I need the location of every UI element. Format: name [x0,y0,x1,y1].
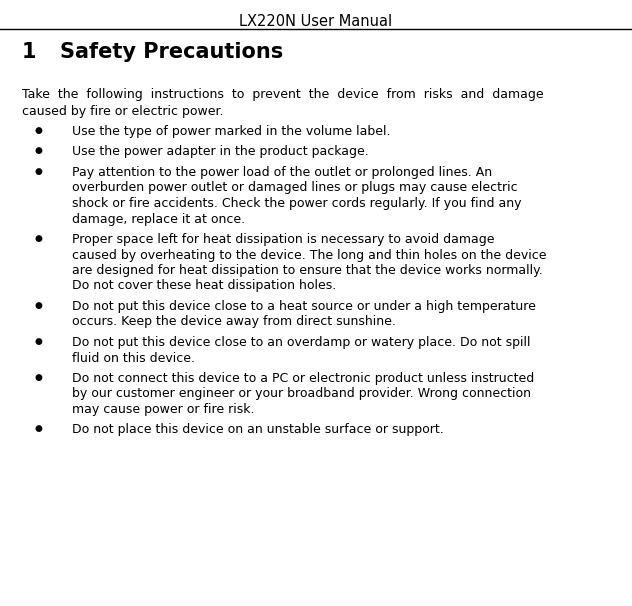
Text: Do not put this device close to an overdamp or watery place. Do not spill: Do not put this device close to an overd… [72,336,530,349]
Text: Safety Precautions: Safety Precautions [60,42,283,62]
Text: Pay attention to the power load of the outlet or prolonged lines. An: Pay attention to the power load of the o… [72,166,492,179]
Text: ●: ● [34,234,42,243]
Text: are designed for heat dissipation to ensure that the device works normally.: are designed for heat dissipation to ens… [72,264,543,277]
Text: Use the type of power marked in the volume label.: Use the type of power marked in the volu… [72,125,391,138]
Text: ●: ● [34,424,42,433]
Text: ●: ● [34,126,42,135]
Text: Do not put this device close to a heat source or under a high temperature: Do not put this device close to a heat s… [72,300,536,313]
Text: 1: 1 [22,42,37,62]
Text: may cause power or fire risk.: may cause power or fire risk. [72,403,255,416]
Text: ●: ● [34,301,42,310]
Text: Do not cover these heat dissipation holes.: Do not cover these heat dissipation hole… [72,279,336,293]
Text: ●: ● [34,373,42,382]
Text: shock or fire accidents. Check the power cords regularly. If you find any: shock or fire accidents. Check the power… [72,197,521,210]
Text: fluid on this device.: fluid on this device. [72,351,195,364]
Text: by our customer engineer or your broadband provider. Wrong connection: by our customer engineer or your broadba… [72,387,531,401]
Text: Use the power adapter in the product package.: Use the power adapter in the product pac… [72,145,368,159]
Text: occurs. Keep the device away from direct sunshine.: occurs. Keep the device away from direct… [72,316,396,328]
Text: LX220N User Manual: LX220N User Manual [240,14,392,29]
Text: Take  the  following  instructions  to  prevent  the  device  from  risks  and  : Take the following instructions to preve… [22,88,544,101]
Text: overburden power outlet or damaged lines or plugs may cause electric: overburden power outlet or damaged lines… [72,182,518,195]
Text: Proper space left for heat dissipation is necessary to avoid damage: Proper space left for heat dissipation i… [72,233,494,246]
Text: ●: ● [34,337,42,346]
Text: caused by overheating to the device. The long and thin holes on the device: caused by overheating to the device. The… [72,248,547,262]
Text: damage, replace it at once.: damage, replace it at once. [72,213,245,225]
Text: caused by fire or electric power.: caused by fire or electric power. [22,104,224,118]
Text: Do not place this device on an unstable surface or support.: Do not place this device on an unstable … [72,424,444,436]
Text: ●: ● [34,167,42,176]
Text: Do not connect this device to a PC or electronic product unless instructed: Do not connect this device to a PC or el… [72,372,534,385]
Text: ●: ● [34,147,42,156]
